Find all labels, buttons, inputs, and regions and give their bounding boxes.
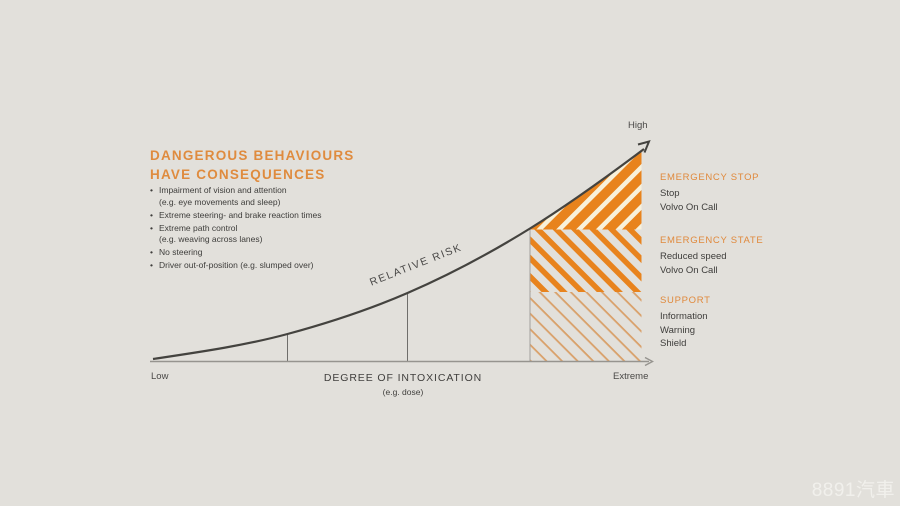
- x-axis-title-main: DEGREE OF INTOXICATION: [323, 372, 483, 384]
- zone-emergency-state: [530, 229, 642, 292]
- y-axis-max-label: High: [628, 120, 648, 131]
- risk-curve: [152, 148, 645, 361]
- legend-header: EMERGENCY STATE: [660, 235, 764, 246]
- x-axis-title: DEGREE OF INTOXICATION (e.g. dose): [290, 372, 516, 397]
- bullet-text: Impairment of vision and attention: [159, 185, 287, 195]
- bullet-marker: •: [150, 247, 153, 257]
- list-item: • Impairment of vision and attention (e.…: [150, 185, 430, 208]
- bullet-subtext: (e.g. eye movements and sleep): [159, 196, 281, 207]
- list-item: • No steering: [150, 247, 430, 259]
- bullet-marker: •: [150, 209, 153, 220]
- chart-title-line1: DANGEROUS BEHAVIOURS: [150, 148, 355, 163]
- legend-header: SUPPORT: [660, 295, 711, 306]
- legend-emergency-stop: EMERGENCY STOP Stop Volvo On Call: [660, 172, 840, 214]
- bullet-subtext: (e.g. weaving across lanes): [159, 234, 263, 244]
- legend-support: SUPPORT Information Warning Shield: [660, 295, 840, 351]
- x-axis-title-sub: (e.g. dose): [382, 387, 424, 397]
- legend-item: Warning: [660, 324, 696, 336]
- x-axis-max-label: Extreme: [613, 371, 649, 382]
- legend-item: Shield: [660, 338, 687, 349]
- curve-arrowhead-icon: [637, 140, 651, 153]
- legend-item: Reduced speed: [660, 251, 727, 262]
- list-item: • Extreme steering- and brake reaction t…: [150, 210, 430, 222]
- bullet-text: Extreme path control: [159, 222, 238, 233]
- legend-emergency-state: EMERGENCY STATE Reduced speed Volvo On C…: [660, 235, 840, 277]
- chart-title: DANGEROUS BEHAVIOURS HAVE CONSEQUENCES: [150, 146, 355, 184]
- list-item: • Driver out-of-position (e.g. slumped o…: [150, 260, 430, 272]
- bullet-text: Extreme steering- and brake reaction tim…: [159, 209, 322, 220]
- bullet-text: Driver out-of-position (e.g. slumped ove…: [159, 260, 314, 270]
- chart-title-line2: HAVE CONSEQUENCES: [150, 167, 326, 182]
- bullet-marker: •: [150, 222, 153, 233]
- x-axis-arrowhead-icon: [644, 356, 654, 367]
- behaviour-bullet-list: • Impairment of vision and attention (e.…: [150, 185, 430, 273]
- watermark: 8891汽車: [811, 480, 895, 501]
- list-item: • Extreme path control (e.g. weaving acr…: [150, 223, 430, 246]
- legend-item: Volvo On Call: [660, 201, 718, 213]
- bullet-text: No steering: [159, 247, 203, 257]
- x-axis-min-label: Low: [151, 371, 169, 382]
- legend-item: Information: [660, 311, 708, 322]
- bullet-marker: •: [150, 260, 153, 270]
- legend-item: Stop: [660, 188, 680, 199]
- zone-support: [530, 292, 642, 362]
- legend-header: EMERGENCY STOP: [660, 172, 760, 183]
- bullet-marker: •: [150, 185, 153, 195]
- legend-item: Volvo On Call: [660, 264, 718, 276]
- zone-emergency-stop: [530, 150, 642, 230]
